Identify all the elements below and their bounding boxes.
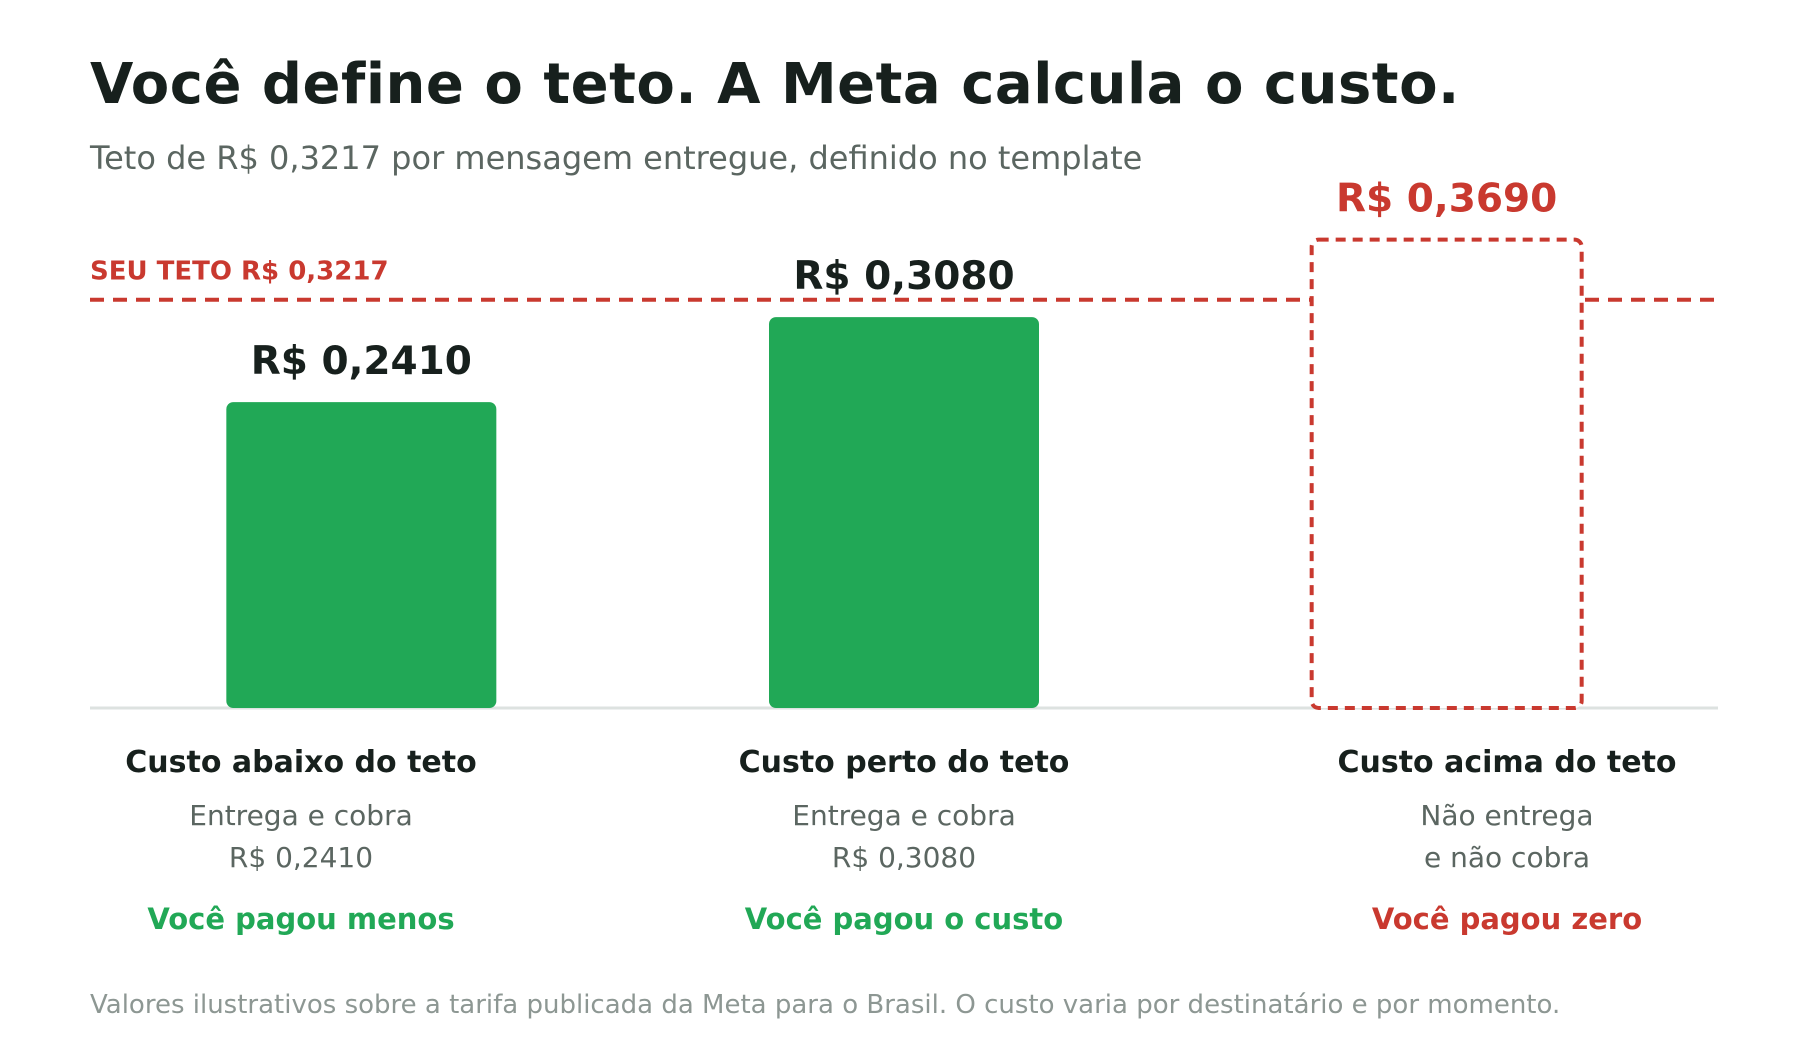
bar-value-label: R$ 0,3080 [793, 254, 1014, 299]
category-result: Você pagou o custo [744, 902, 1064, 936]
bar [226, 402, 497, 708]
threshold-label: SEU TETO R$ 0,3217 [90, 257, 389, 287]
category-title: Custo abaixo do teto [125, 745, 477, 780]
bar-chart: SEU TETO R$ 0,3217 R$ 0,2410 R$ 0,3080 R$ 0… [90, 177, 1718, 710]
category-info-3: Custo acima do teto Não entrega e não co… [1257, 745, 1757, 937]
category-desc-line: Entrega e cobra [792, 799, 1016, 832]
category-result: Você pagou zero [1371, 902, 1643, 936]
category-desc-line: R$ 0,3080 [831, 841, 977, 874]
chart-title: Você define o teto. A Meta calcula o cus… [90, 52, 1460, 117]
chart-subtitle: Teto de R$ 0,3217 por mensagem entregue,… [90, 139, 1143, 177]
footnote: Valores ilustrativos sobre a tarifa publ… [90, 990, 1561, 1020]
bar-dashed [1309, 237, 1584, 710]
category-desc-line: R$ 0,2410 [228, 841, 374, 874]
category-result: Você pagou menos [147, 902, 455, 936]
bar [769, 317, 1039, 708]
category-desc-line: Entrega e cobra [189, 799, 413, 832]
category-info-2: Custo perto do teto Entrega e cobra R$ 0… [654, 745, 1154, 937]
category-title: Custo acima do teto [1337, 745, 1677, 780]
category-desc-line: Não entrega [1420, 799, 1594, 832]
bar-value-label: R$ 0,2410 [251, 339, 472, 384]
category-desc-line: e não cobra [1423, 841, 1591, 874]
category-info-1: Custo abaixo do teto Entrega e cobra R$ … [51, 745, 551, 937]
category-title: Custo perto do teto [738, 745, 1070, 780]
bar-value-label: R$ 0,3690 [1336, 177, 1557, 222]
